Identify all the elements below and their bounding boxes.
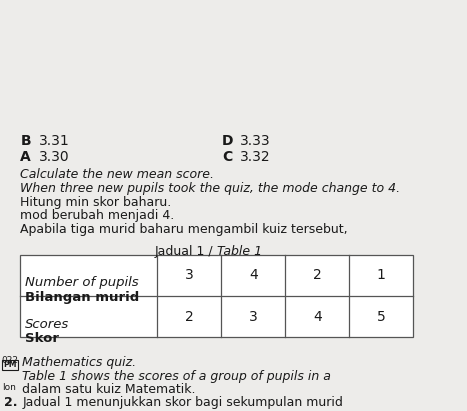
Text: 2: 2: [185, 309, 193, 323]
Text: Calculate the new mean score.: Calculate the new mean score.: [21, 168, 214, 181]
Text: Number of pupils: Number of pupils: [25, 276, 139, 289]
Bar: [21, 255, 413, 337]
Text: Skor: Skor: [25, 332, 59, 345]
Bar: [21, 255, 413, 337]
Text: Table 1: Table 1: [217, 245, 262, 258]
Text: 3.33: 3.33: [241, 134, 271, 148]
Text: 4: 4: [249, 268, 258, 282]
Text: mod berubah menjadi 4.: mod berubah menjadi 4.: [21, 210, 175, 222]
Text: 1: 1: [377, 268, 386, 282]
Text: D: D: [222, 134, 234, 148]
Text: lon: lon: [2, 383, 16, 392]
Text: dalam satu kuiz Matematik.: dalam satu kuiz Matematik.: [22, 383, 196, 395]
Text: Bilangan murid: Bilangan murid: [25, 291, 139, 304]
Text: 4: 4: [313, 309, 322, 323]
Text: B: B: [21, 134, 31, 148]
Text: Jadual 1 menunjukkan skor bagi sekumpulan murid: Jadual 1 menunjukkan skor bagi sekumpula…: [22, 396, 343, 409]
Text: Table 1 shows the scores of a group of pupils in a: Table 1 shows the scores of a group of p…: [22, 370, 331, 383]
Text: 5: 5: [377, 309, 386, 323]
Text: 3: 3: [185, 268, 193, 282]
Text: Jadual 1 /: Jadual 1 /: [154, 245, 217, 258]
Text: 2.: 2.: [4, 396, 17, 409]
Text: PM: PM: [3, 360, 17, 369]
Text: 022: 022: [2, 356, 19, 365]
Text: 3.30: 3.30: [39, 150, 70, 164]
Text: Mathematics quiz.: Mathematics quiz.: [22, 356, 136, 369]
Text: A: A: [21, 150, 31, 164]
Text: 2: 2: [313, 268, 322, 282]
Text: Scores: Scores: [25, 318, 69, 330]
Text: When three new pupils took the quiz, the mode change to 4.: When three new pupils took the quiz, the…: [21, 182, 401, 195]
Text: C: C: [222, 150, 232, 164]
Text: Hitung min skor baharu.: Hitung min skor baharu.: [21, 196, 171, 209]
Text: 3: 3: [249, 309, 258, 323]
Text: Apabila tiga murid baharu mengambil kuiz tersebut,: Apabila tiga murid baharu mengambil kuiz…: [21, 223, 348, 236]
FancyBboxPatch shape: [2, 360, 19, 370]
Text: 3.31: 3.31: [39, 134, 70, 148]
Text: 3.32: 3.32: [241, 150, 271, 164]
